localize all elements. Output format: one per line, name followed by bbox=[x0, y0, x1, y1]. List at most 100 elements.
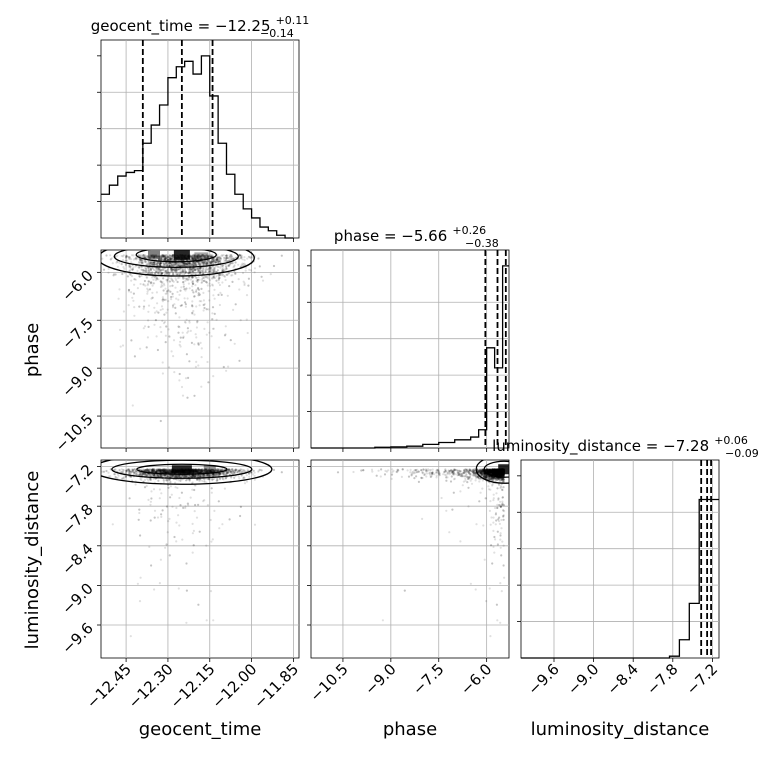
sample-point bbox=[171, 271, 175, 274]
sample-point bbox=[169, 258, 172, 261]
sample-point bbox=[116, 254, 119, 257]
sample-point bbox=[179, 336, 182, 339]
sample-point bbox=[152, 488, 156, 491]
sample-point bbox=[227, 264, 230, 267]
sample-point bbox=[144, 267, 147, 270]
sample-point bbox=[161, 468, 164, 471]
sample-point bbox=[193, 475, 196, 478]
sample-point bbox=[159, 285, 162, 289]
sample-point bbox=[239, 254, 242, 257]
sample-point bbox=[168, 273, 171, 276]
sample-point bbox=[211, 260, 214, 263]
sample-point bbox=[112, 274, 115, 277]
sample-point bbox=[191, 282, 194, 286]
sample-point bbox=[228, 285, 231, 288]
sample-point bbox=[159, 261, 162, 264]
sample-point bbox=[205, 473, 208, 476]
sample-point bbox=[199, 266, 202, 269]
sample-point bbox=[159, 256, 162, 259]
sample-point bbox=[225, 254, 228, 257]
sample-point bbox=[171, 270, 174, 273]
sample-point bbox=[148, 280, 151, 283]
sample-point bbox=[180, 475, 183, 478]
sample-point bbox=[133, 471, 136, 474]
sample-point bbox=[151, 470, 154, 473]
sample-point bbox=[184, 271, 187, 274]
sample-point bbox=[225, 257, 228, 260]
sample-point bbox=[168, 335, 171, 338]
sample-point bbox=[139, 471, 142, 474]
sample-point bbox=[118, 328, 122, 331]
sample-point bbox=[179, 264, 183, 268]
sample-point bbox=[193, 394, 196, 397]
sample-point bbox=[183, 474, 186, 477]
sample-point bbox=[142, 255, 145, 259]
sample-point bbox=[204, 271, 207, 274]
sample-point bbox=[156, 268, 159, 271]
sample-point bbox=[194, 271, 197, 274]
sample-point bbox=[176, 263, 179, 266]
sample-point bbox=[123, 267, 126, 270]
sample-point bbox=[190, 257, 194, 260]
sample-point bbox=[189, 255, 192, 258]
sample-point bbox=[216, 256, 219, 259]
sample-point bbox=[166, 470, 169, 473]
sample-point bbox=[180, 271, 183, 274]
sample-point bbox=[184, 377, 188, 380]
sample-point bbox=[144, 267, 147, 270]
sample-point bbox=[188, 269, 191, 272]
sample-point bbox=[209, 253, 212, 257]
sample-point bbox=[163, 258, 166, 261]
sample-point bbox=[253, 271, 256, 274]
sample-point bbox=[206, 276, 209, 279]
sample-point bbox=[197, 263, 201, 266]
sample-point bbox=[192, 254, 195, 257]
sample-point bbox=[218, 468, 221, 471]
sample-point bbox=[178, 263, 182, 266]
sample-point bbox=[217, 274, 220, 277]
sample-point bbox=[192, 291, 195, 294]
sample-point bbox=[147, 498, 150, 501]
sample-point bbox=[200, 257, 203, 260]
sample-point bbox=[197, 255, 200, 258]
sample-point bbox=[194, 255, 197, 259]
sample-point bbox=[219, 266, 222, 269]
sample-point bbox=[177, 331, 180, 334]
sample-point bbox=[221, 523, 224, 526]
sample-point bbox=[192, 271, 195, 274]
sample-point bbox=[201, 267, 204, 270]
sample-point bbox=[192, 253, 195, 256]
sample-point bbox=[213, 297, 216, 300]
sample-point bbox=[194, 262, 197, 265]
sample-point bbox=[230, 257, 233, 260]
sample-point bbox=[208, 478, 211, 481]
sample-point bbox=[225, 369, 228, 372]
sample-point bbox=[223, 258, 226, 261]
sample-point bbox=[172, 474, 175, 477]
sample-point bbox=[208, 331, 211, 334]
sample-point bbox=[172, 280, 175, 283]
sample-point bbox=[167, 267, 170, 271]
sample-point bbox=[219, 273, 222, 276]
sample-point bbox=[232, 308, 235, 311]
sample-point bbox=[164, 257, 167, 260]
sample-point bbox=[199, 271, 202, 274]
sample-point bbox=[194, 268, 197, 272]
sample-point bbox=[165, 262, 168, 265]
sample-point bbox=[145, 269, 148, 272]
sample-point bbox=[162, 480, 165, 484]
sample-point bbox=[207, 470, 210, 473]
sample-point bbox=[197, 255, 200, 258]
sample-point bbox=[130, 291, 133, 294]
sample-point bbox=[184, 303, 187, 306]
sample-point bbox=[183, 297, 186, 300]
sample-point bbox=[186, 262, 189, 265]
sample-point bbox=[220, 274, 223, 277]
sample-point bbox=[225, 265, 228, 268]
sample-point bbox=[165, 278, 168, 282]
sample-point bbox=[183, 262, 186, 265]
sample-point bbox=[206, 470, 209, 473]
sample-point bbox=[158, 468, 161, 471]
sample-point bbox=[231, 472, 234, 475]
sample-point bbox=[111, 262, 114, 265]
